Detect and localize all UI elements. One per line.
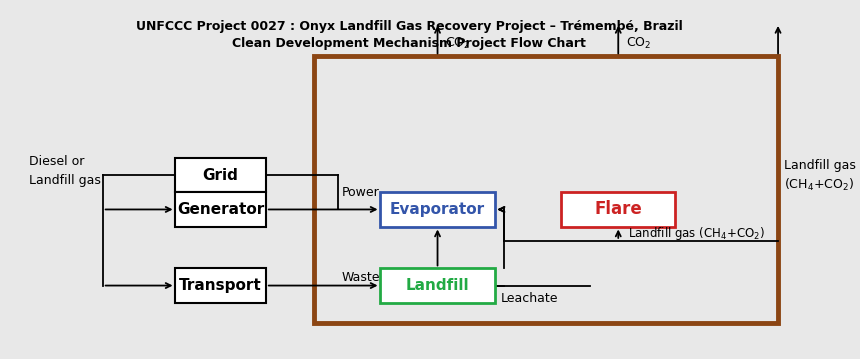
Text: Generator: Generator [177, 202, 264, 217]
Bar [175, 158, 266, 192]
Text: CO$_2$: CO$_2$ [626, 36, 651, 51]
Bar [314, 56, 778, 323]
Text: Landfill gas: Landfill gas [783, 159, 856, 172]
Text: Landfill: Landfill [406, 278, 470, 293]
Bar [562, 192, 675, 227]
Text: (CH$_4$+CO$_2$): (CH$_4$+CO$_2$) [783, 177, 854, 193]
Text: Leachate: Leachate [501, 292, 558, 306]
Text: Transport: Transport [179, 278, 262, 293]
Text: Waste: Waste [341, 271, 380, 284]
Text: UNFCCC Project 0027 : Onyx Landfill Gas Recovery Project – Trémembé, Brazil: UNFCCC Project 0027 : Onyx Landfill Gas … [136, 20, 682, 33]
Text: Diesel or: Diesel or [28, 155, 84, 168]
Text: Grid: Grid [203, 168, 238, 183]
Text: Clean Development Mechanism Project Flow Chart: Clean Development Mechanism Project Flow… [232, 37, 586, 51]
Text: Power: Power [341, 186, 379, 199]
Bar [175, 192, 266, 227]
Bar [380, 192, 494, 227]
Text: Flare: Flare [594, 200, 642, 219]
Bar [380, 269, 494, 303]
Text: CO$_2$: CO$_2$ [445, 36, 470, 51]
Text: Evaporator: Evaporator [390, 202, 485, 217]
Text: Landfill gas (CH$_4$+CO$_2$): Landfill gas (CH$_4$+CO$_2$) [628, 225, 765, 242]
Bar [175, 269, 266, 303]
Text: Landfill gas: Landfill gas [28, 174, 101, 187]
